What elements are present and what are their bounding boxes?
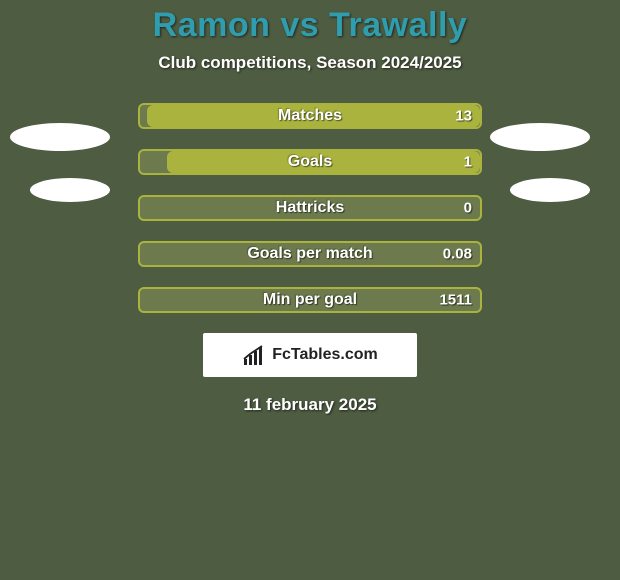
stat-label: Hattricks — [276, 199, 344, 217]
page-title: Ramon vs Trawally — [0, 0, 620, 45]
stat-value-right: 13 — [455, 108, 472, 125]
brand-text: FcTables.com — [272, 346, 378, 364]
player-left-ellipse-2 — [30, 178, 110, 202]
stat-label: Goals per match — [247, 245, 372, 263]
stat-value-right: 0.08 — [443, 246, 472, 263]
stat-row: Matches 13 — [138, 103, 482, 129]
stat-value-right: 1 — [464, 154, 472, 171]
stat-label: Goals — [288, 153, 332, 171]
player-right-ellipse-2 — [510, 178, 590, 202]
player-right-ellipse-1 — [490, 123, 590, 151]
stats-block: Matches 13 Goals 1 Hattricks 0 Goals per match… — [138, 103, 482, 313]
brand-logo-icon — [242, 345, 266, 365]
subtitle: Club competitions, Season 2024/2025 — [0, 53, 620, 73]
brand-box: FcTables.com — [203, 333, 417, 377]
stat-label: Matches — [278, 107, 342, 125]
stat-value-right: 0 — [464, 200, 472, 217]
stat-row: Goals per match 0.08 — [138, 241, 482, 267]
stat-label: Min per goal — [263, 291, 357, 309]
stat-row: Hattricks 0 — [138, 195, 482, 221]
date-text: 11 february 2025 — [0, 395, 620, 415]
player-left-ellipse-1 — [10, 123, 110, 151]
stat-row: Min per goal 1511 — [138, 287, 482, 313]
stat-row: Goals 1 — [138, 149, 482, 175]
stat-value-right: 1511 — [439, 292, 472, 309]
